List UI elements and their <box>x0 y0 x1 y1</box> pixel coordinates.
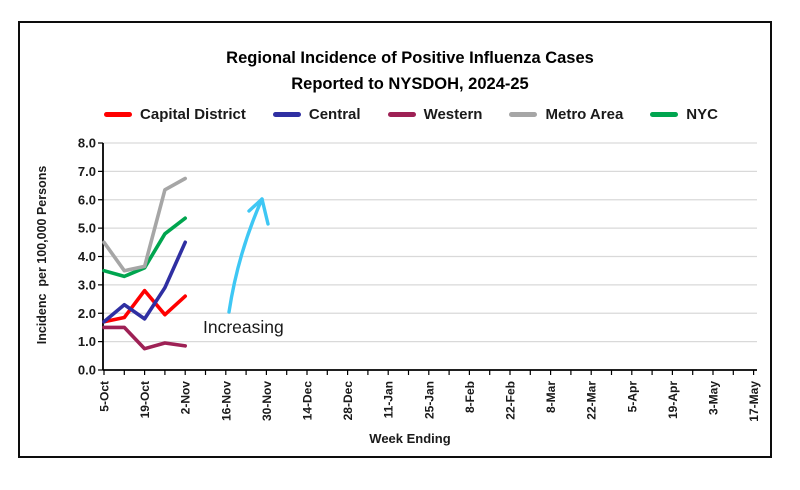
x-tick-label: 19-Oct <box>138 381 152 418</box>
x-tick-label: 28-Dec <box>341 381 355 421</box>
legend-label: Metro Area <box>545 106 624 123</box>
x-tick-label: 25-Jan <box>422 381 436 419</box>
legend-swatch-icon <box>104 112 133 117</box>
x-tick-label: 8-Feb <box>463 381 477 413</box>
legend-label: Central <box>308 106 361 123</box>
y-tick-label: 7.0 <box>78 164 96 179</box>
x-tick-label: 3-May <box>707 381 721 415</box>
chart-frame: Regional Incidence of Positive Influenza… <box>18 21 772 458</box>
legend-item-metro-area: Metro Area <box>509 106 623 123</box>
legend-swatch-icon <box>509 112 538 117</box>
chart-title: Regional Incidence of Positive Influenza… <box>20 45 770 98</box>
legend-item-nyc: NYC <box>650 106 718 123</box>
series-line-metro-area <box>102 176 187 273</box>
y-tick-label: 6.0 <box>78 192 96 207</box>
y-tick-label: 1.0 <box>78 334 96 349</box>
legend-label: Western <box>423 106 483 123</box>
legend-item-capital-district: Capital District <box>104 106 246 123</box>
x-tick-label: 8-Mar <box>544 381 558 413</box>
x-tick-label: 30-Nov <box>260 381 274 421</box>
y-tick-label: 2.0 <box>78 306 96 321</box>
y-tick-label: 5.0 <box>78 221 96 236</box>
x-tick-label: 11-Jan <box>382 381 396 418</box>
series-line-central <box>102 240 187 324</box>
legend-label: Capital District <box>140 106 246 123</box>
legend-swatch-icon <box>272 112 301 117</box>
x-tick-label: 5-Oct <box>98 381 112 412</box>
x-tick-label: 19-Apr <box>666 381 680 419</box>
x-tick-label: 2-Nov <box>179 381 193 415</box>
y-tick-label: 8.0 <box>78 136 96 151</box>
legend-label: NYC <box>686 106 718 123</box>
chart-title-line1: Regional Incidence of Positive Influenza… <box>226 49 594 67</box>
series-line-western <box>102 325 187 351</box>
y-axis-title: Incidenc per 100,000 Persons <box>35 166 49 345</box>
legend-swatch-icon <box>650 112 679 117</box>
chart-plot-area: 0.0 1.0 2.0 3.0 4.0 5.0 6.0 7.0 8.0 5-Oct 19-Oct 2-… <box>35 136 761 447</box>
y-tick-label: 3.0 <box>78 277 96 292</box>
x-tick-label: 5-Apr <box>625 381 639 413</box>
y-tick-label: 4.0 <box>78 249 96 264</box>
series-line-capital-district <box>102 288 187 324</box>
increasing-arrow-icon <box>227 197 264 314</box>
x-tick-label: 14-Dec <box>301 381 315 421</box>
legend-item-western: Western <box>387 106 483 123</box>
chart-legend: Capital District Central Western Metro Area… <box>20 106 770 123</box>
x-tick-label: 16-Nov <box>219 381 233 421</box>
annotation-increasing: Increasing <box>203 317 284 337</box>
legend-item-central: Central <box>272 106 361 123</box>
increasing-arrowhead-icon <box>247 197 270 226</box>
x-axis-title: Week Ending <box>369 431 450 446</box>
chart-title-line2: Reported to NYSDOH, 2024-25 <box>291 75 529 94</box>
x-tick-label: 22-Mar <box>585 381 599 420</box>
legend-swatch-icon <box>387 112 416 117</box>
y-tick-label: 0.0 <box>78 363 96 378</box>
x-tick-label: 22-Feb <box>504 381 518 420</box>
x-tick-label: 17-May <box>747 381 761 422</box>
